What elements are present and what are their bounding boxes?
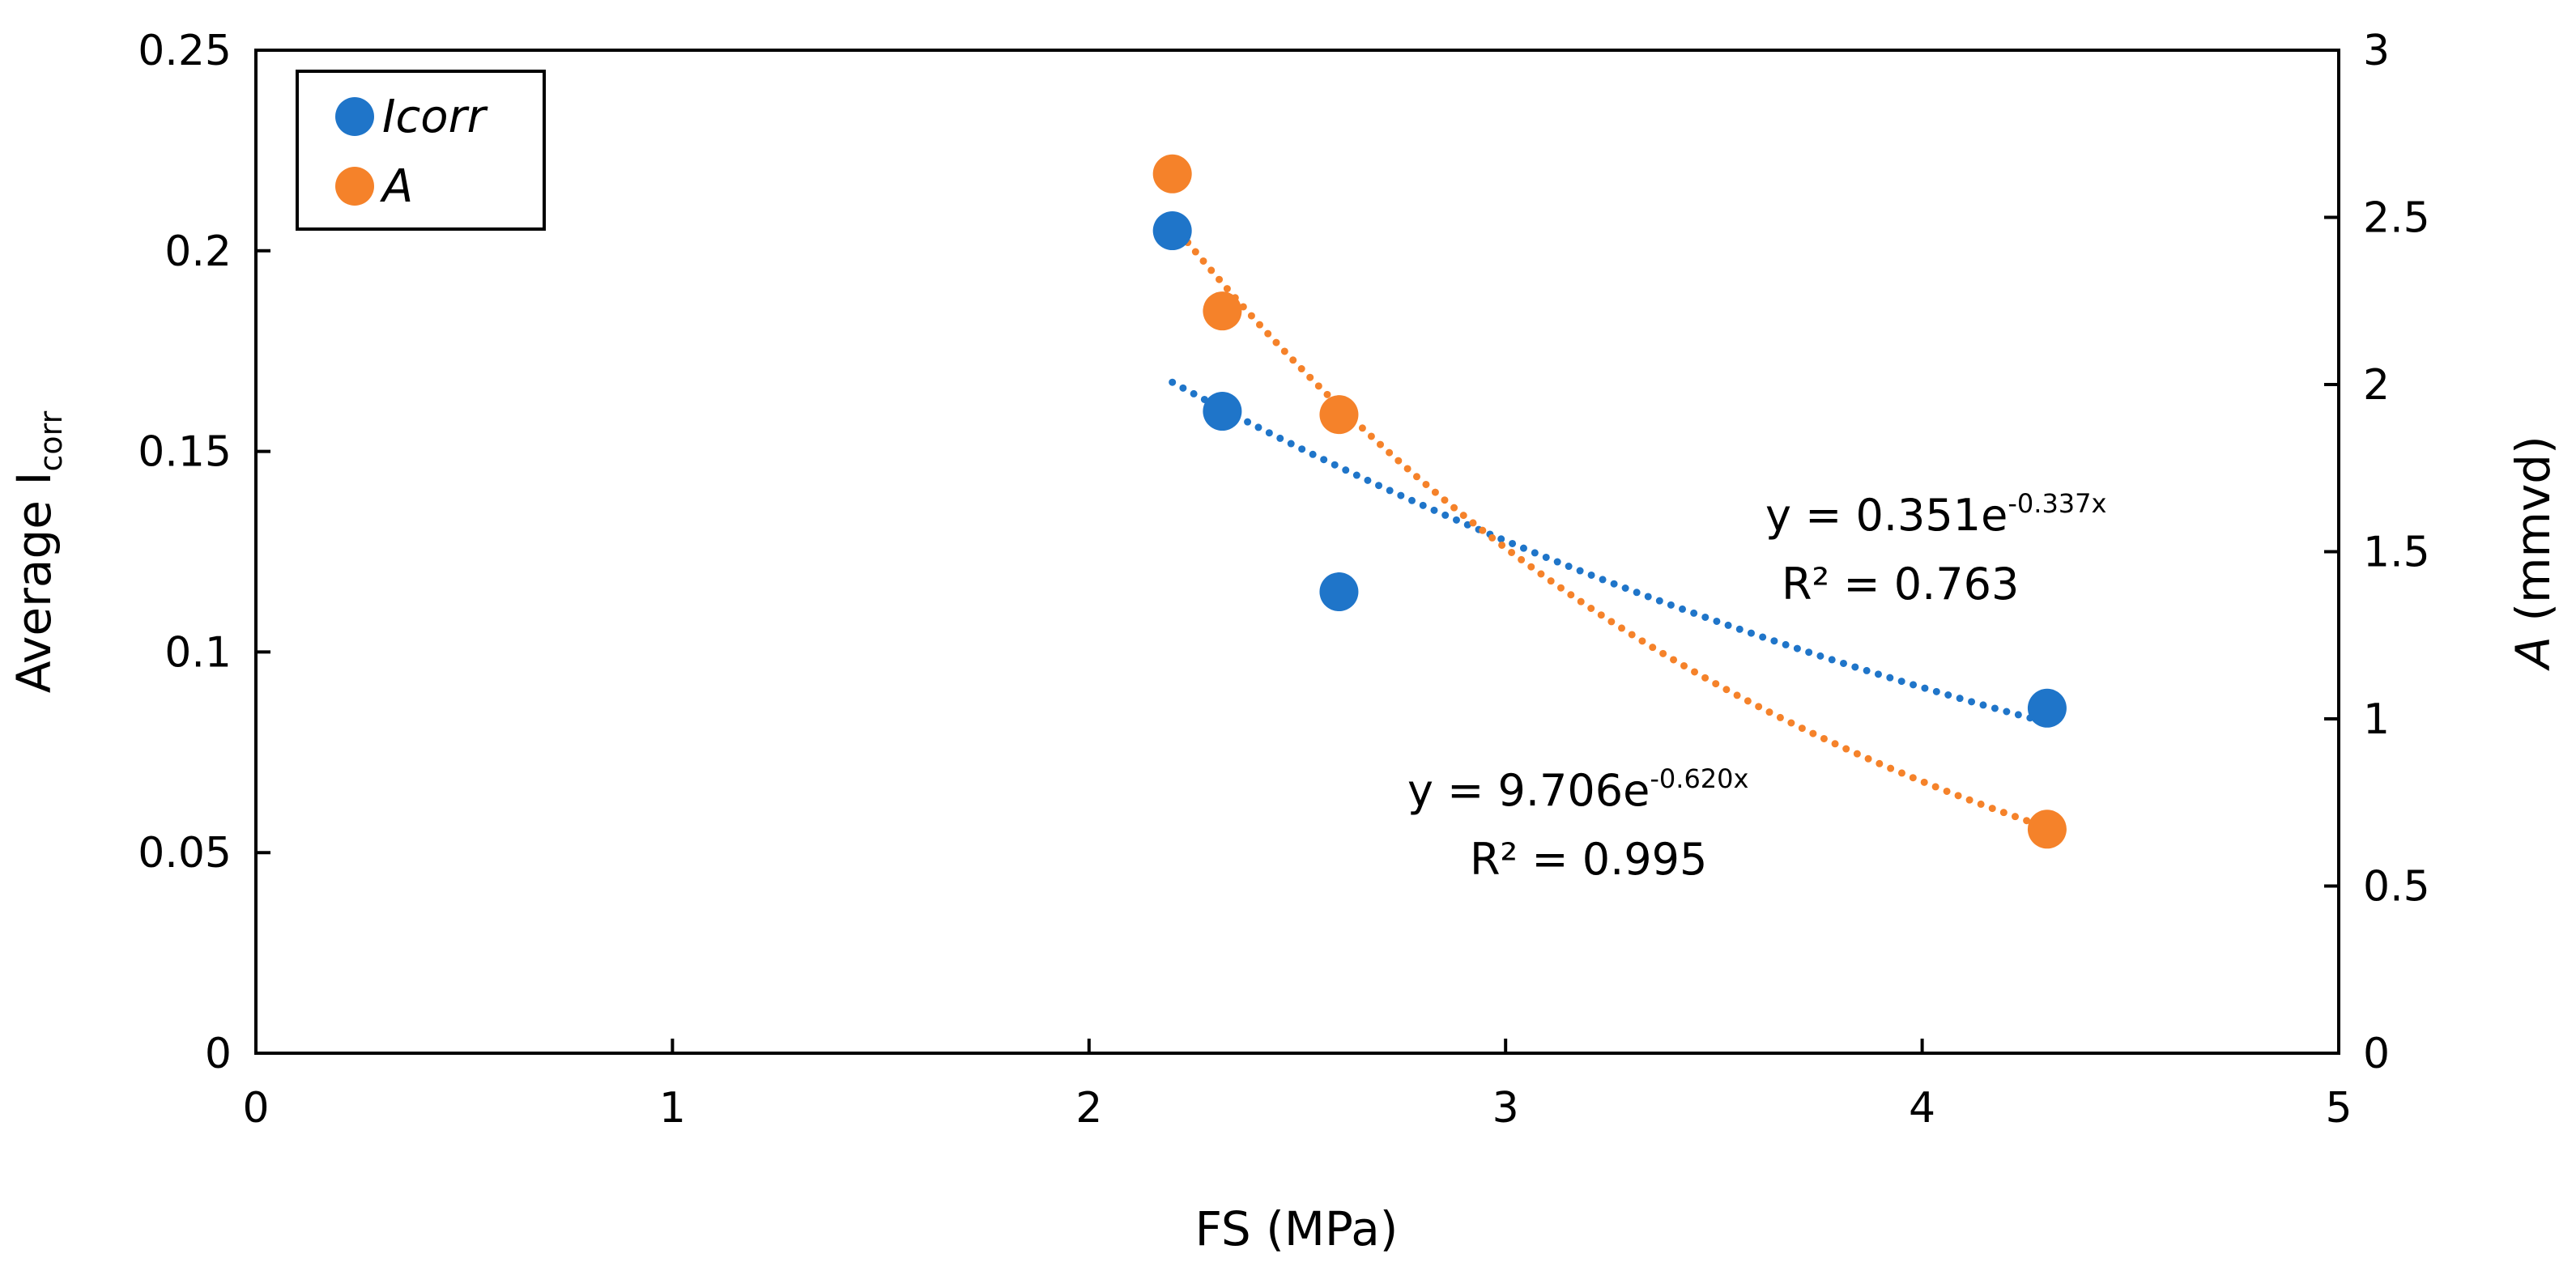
y2-axis-title: A (mmvd) bbox=[2506, 436, 2561, 672]
y-tick-label: 0.15 bbox=[138, 428, 232, 477]
trendlines bbox=[1169, 219, 2051, 831]
y2-axis-title-italic: A bbox=[2506, 636, 2561, 672]
legend-label-a: A bbox=[380, 160, 413, 213]
icorr-trendline bbox=[1169, 378, 2051, 727]
svg-text:A (mmvd): A (mmvd) bbox=[2506, 436, 2561, 672]
icorr-equation-exponent: -0.337x bbox=[2008, 488, 2106, 519]
x-tick-label: 2 bbox=[1075, 1084, 1102, 1133]
x-tick-label: 1 bbox=[659, 1084, 686, 1133]
y-tick-label: 0.1 bbox=[164, 628, 232, 677]
y2-axis-ticks: 0 0.5 1 1.5 2 2.5 3 bbox=[2324, 27, 2430, 1078]
x-axis-ticks: 0 1 2 3 4 5 bbox=[242, 1039, 2352, 1133]
y2-tick-label: 1.5 bbox=[2363, 529, 2430, 577]
icorr-data-point bbox=[2027, 688, 2067, 728]
svg-text:y = 9.706e-0.620x: y = 9.706e-0.620x bbox=[1407, 763, 1748, 816]
y-axis-title: Average Icorr bbox=[6, 410, 69, 693]
y-axis-ticks: 0 0.05 0.1 0.15 0.2 0.25 bbox=[138, 27, 270, 1078]
legend-label-icorr: Icorr bbox=[382, 91, 488, 143]
icorr-r2: R² = 0.763 bbox=[1782, 559, 2019, 610]
y2-tick-label: 0.5 bbox=[2363, 863, 2430, 912]
data-points bbox=[1152, 154, 2067, 849]
svg-text:Average Icorr: Average Icorr bbox=[6, 410, 69, 693]
y-tick-label: 0.25 bbox=[138, 27, 232, 75]
icorr-data-point bbox=[1203, 392, 1242, 431]
a-equation-main: y = 9.706e bbox=[1407, 765, 1650, 816]
a-equation: y = 9.706e-0.620x R² = 0.995 bbox=[1407, 763, 1748, 885]
legend-box bbox=[296, 70, 546, 231]
y-axis-title-main: Average I bbox=[6, 472, 62, 694]
y2-tick-label: 2 bbox=[2363, 361, 2390, 410]
x-tick-label: 5 bbox=[2325, 1084, 2352, 1133]
x-tick-label: 4 bbox=[1909, 1084, 1935, 1133]
a-equation-exponent: -0.620x bbox=[1650, 763, 1748, 794]
icorr-data-point bbox=[1319, 572, 1359, 612]
x-axis-title: FS (MPa) bbox=[1195, 1201, 1399, 1256]
a-data-point bbox=[1152, 154, 1192, 193]
y-tick-label: 0.2 bbox=[164, 227, 232, 276]
x-tick-label: 3 bbox=[1492, 1084, 1519, 1133]
y-tick-label: 0.05 bbox=[138, 829, 232, 878]
icorr-equation: y = 0.351e-0.337x R² = 0.763 bbox=[1765, 488, 2106, 610]
y2-tick-label: 3 bbox=[2363, 27, 2390, 75]
a-data-point bbox=[1319, 395, 1359, 435]
icorr-data-point bbox=[1152, 211, 1192, 251]
y-axis-title-sub: corr bbox=[33, 410, 69, 471]
y2-tick-label: 1 bbox=[2363, 695, 2390, 744]
y2-tick-label: 2.5 bbox=[2363, 194, 2430, 243]
y2-axis-title-rest: (mmvd) bbox=[2506, 436, 2561, 636]
legend-marker-icorr bbox=[335, 97, 374, 136]
a-data-point bbox=[1203, 291, 1242, 331]
svg-text:y = 0.351e-0.337x: y = 0.351e-0.337x bbox=[1765, 488, 2106, 541]
a-r2: R² = 0.995 bbox=[1470, 834, 1707, 885]
a-data-point bbox=[2027, 810, 2067, 849]
y2-tick-label: 0 bbox=[2363, 1030, 2390, 1078]
icorr-equation-main: y = 0.351e bbox=[1765, 490, 2008, 541]
legend-marker-a bbox=[335, 167, 374, 206]
x-tick-label: 0 bbox=[242, 1084, 269, 1133]
legend: Icorr A bbox=[296, 70, 546, 231]
y-tick-label: 0 bbox=[205, 1030, 232, 1078]
a-trendline bbox=[1169, 219, 2051, 831]
